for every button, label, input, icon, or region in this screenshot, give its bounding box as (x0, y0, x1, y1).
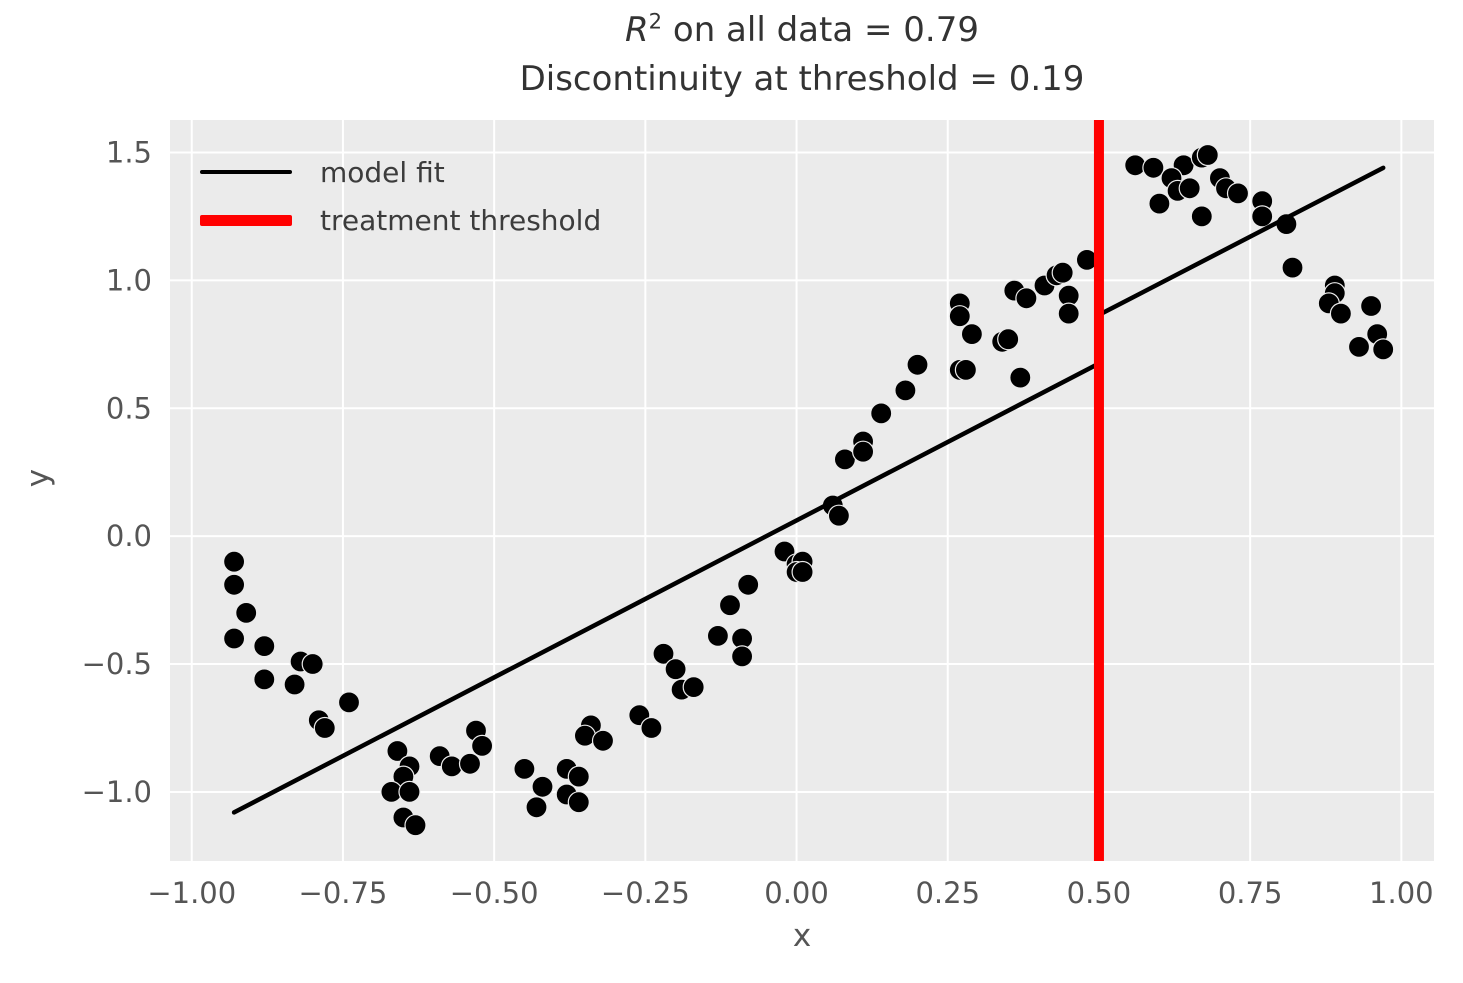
chart-title: R2 on all data = 0.79 Discontinuity at t… (170, 6, 1434, 105)
scatter-point (235, 601, 258, 625)
legend-item-treatment-threshold: treatment threshold (200, 196, 601, 244)
scatter-point (1142, 156, 1165, 179)
scatter-point (337, 691, 361, 714)
scatter-point (1329, 302, 1353, 325)
x-tick-label: 0.50 (1067, 876, 1132, 910)
title-r-symbol: R (625, 10, 649, 50)
scatter-point (513, 757, 536, 781)
scatter-point (1148, 192, 1171, 215)
scatter-point (1051, 261, 1074, 284)
scatter-point (1009, 366, 1032, 389)
scatter-point (458, 752, 482, 775)
scatter-point (386, 739, 409, 763)
legend-item-model-fit: model fit (200, 148, 601, 196)
chart-title-line2: Discontinuity at threshold = 0.19 (519, 59, 1085, 100)
chart-title-line1: R2 on all data = 0.79 (170, 6, 1434, 55)
scatter-point (870, 402, 893, 425)
scatter-point (997, 328, 1020, 351)
scatter-point (1372, 338, 1395, 361)
x-axis-label: x (792, 918, 812, 954)
scatter-point (223, 550, 246, 573)
legend-label-model-fit: model fit (320, 155, 445, 189)
scatter-point (640, 716, 663, 740)
y-tick-label: 1.5 (106, 135, 152, 169)
scatter-point (682, 675, 705, 699)
scatter-point (531, 775, 554, 798)
scatter-point (737, 573, 760, 596)
x-tick-label: −0.50 (450, 876, 539, 910)
y-tick-label: −1.0 (82, 775, 152, 809)
scatter-point (1281, 256, 1304, 279)
scatter-point (591, 729, 615, 752)
scatter-point (1251, 205, 1274, 228)
scatter-point (906, 353, 929, 376)
scatter-point (471, 734, 494, 758)
y-axis-label: y (20, 468, 56, 488)
scatter-point (1347, 335, 1371, 358)
legend-label-treatment-threshold: treatment threshold (320, 203, 602, 237)
y-tick-label: 1.0 (106, 263, 152, 297)
scatter-point (253, 668, 276, 691)
scatter-point (1057, 302, 1080, 325)
scatter-point (664, 658, 687, 681)
scatter-point (223, 627, 246, 650)
scatter-point (894, 379, 917, 402)
scatter-point (404, 814, 427, 837)
x-tick-label: 0.00 (764, 876, 829, 910)
x-tick-label: −0.75 (299, 876, 388, 910)
x-tick-label: −1.00 (147, 876, 236, 910)
x-tick-label: −0.25 (601, 876, 690, 910)
scatter-point (827, 504, 851, 527)
scatter-point (525, 796, 548, 819)
scatter-point (730, 645, 754, 668)
x-tick-label: 1.00 (1369, 876, 1434, 910)
scatter-point (283, 673, 306, 696)
scatter-point (1359, 294, 1383, 318)
title-r-superscript: 2 (648, 8, 663, 34)
scatter-point (791, 560, 814, 584)
legend: model fit treatment threshold (200, 148, 601, 244)
scatter-point (948, 305, 971, 328)
model-fit-line (1096, 165, 1386, 318)
scatter-point (851, 440, 875, 463)
scatter-point (954, 358, 978, 381)
y-tick-label: 0.5 (106, 391, 152, 425)
scatter-point (706, 624, 730, 648)
scatter-point (718, 594, 742, 617)
y-tick-label: −0.5 (82, 647, 152, 681)
scatter-point (253, 634, 276, 658)
x-tick-label: 0.75 (1218, 876, 1283, 910)
scatter-point (567, 765, 590, 788)
scatter-point (567, 791, 590, 814)
scatter-point (301, 652, 324, 676)
x-tick-label: 0.25 (915, 876, 980, 910)
scatter-point (1196, 143, 1219, 167)
scatter-point (652, 642, 675, 665)
scatter-point (1178, 177, 1201, 200)
scatter-point (223, 573, 246, 596)
scatter-point (960, 323, 984, 346)
title-line1-text: on all data = 0.79 (662, 10, 979, 50)
model-fit-line-swatch (200, 170, 292, 174)
scatter-point (1124, 154, 1147, 177)
scatter-point (440, 755, 463, 778)
scatter-point (1190, 205, 1213, 228)
scatter-point (1226, 182, 1250, 205)
scatter-point (1015, 287, 1038, 310)
y-tick-label: 0.0 (106, 519, 152, 553)
threshold-line-swatch (200, 214, 292, 226)
scatter-point (313, 716, 336, 740)
model-fit-line (231, 361, 1102, 815)
scatter-point (398, 780, 421, 804)
